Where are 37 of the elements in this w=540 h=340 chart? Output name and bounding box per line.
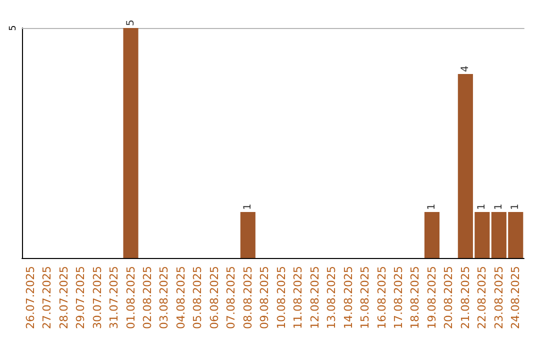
x-tick-label: 30.07.2025	[90, 266, 104, 330]
data-label: 1	[426, 204, 438, 210]
x-tick-label: 07.08.2025	[224, 266, 238, 330]
data-label: 4	[460, 66, 471, 72]
data-label: 5	[125, 20, 136, 26]
x-tick-label: 05.08.2025	[191, 266, 204, 330]
x-tick-label: 18.08.2025	[408, 266, 422, 330]
x-tick-label: 28.07.2025	[57, 266, 70, 330]
data-label: 1	[476, 204, 488, 210]
x-tick-label: 06.08.2025	[208, 266, 221, 330]
x-tick-label: 16.08.2025	[375, 266, 388, 330]
x-tick-label: 20.08.2025	[442, 266, 456, 330]
x-tick-label: 14.08.2025	[342, 266, 355, 330]
x-tick-label: 29.07.2025	[74, 266, 88, 330]
x-tick-label: 19.08.2025	[425, 266, 438, 330]
x-tick-label: 01.08.2025	[124, 266, 138, 330]
x-tick-label: 02.08.2025	[141, 266, 154, 330]
x-tick-label: 13.08.2025	[325, 266, 338, 330]
x-tick-label: 15.08.2025	[358, 266, 372, 330]
x-tick-label: 09.08.2025	[258, 266, 272, 330]
x-tick-label: 22.08.2025	[476, 266, 489, 330]
x-tick-label: 23.08.2025	[492, 266, 506, 330]
x-tick-label: 21.08.2025	[458, 266, 472, 330]
x-tick-label: 11.08.2025	[292, 266, 305, 330]
data-label: 1	[493, 204, 504, 210]
x-tick-label: 24.08.2025	[509, 266, 522, 330]
x-tick-label: 31.07.2025	[108, 266, 121, 330]
x-tick-label: 17.08.2025	[392, 266, 405, 330]
x-tick-label: 04.08.2025	[174, 266, 188, 330]
x-tick-label: 03.08.2025	[158, 266, 171, 330]
data-label: 1	[510, 204, 522, 210]
x-tick-label: 08.08.2025	[241, 266, 254, 330]
x-tick-label: 12.08.2025	[308, 266, 322, 330]
x-tick-label: 10.08.2025	[274, 266, 288, 330]
data-label: 1	[242, 204, 254, 210]
x-tick-label: 26.07.2025	[24, 266, 37, 330]
x-tick-label: 27.07.2025	[40, 266, 54, 330]
